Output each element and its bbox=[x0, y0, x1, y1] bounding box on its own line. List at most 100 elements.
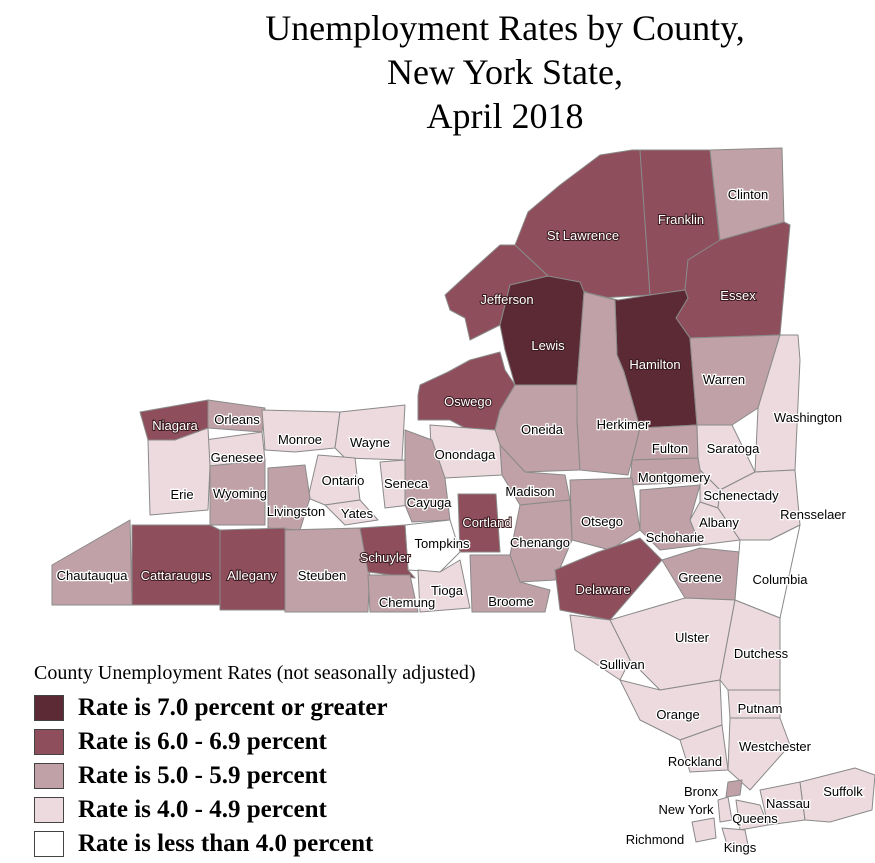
county-label-schenectady: Schenectady bbox=[703, 488, 779, 503]
county-label-hamilton: Hamilton bbox=[629, 357, 680, 372]
county-label-cattaraugus: Cattaraugus bbox=[141, 568, 212, 583]
county-warren bbox=[689, 334, 781, 426]
county-wyoming bbox=[209, 459, 266, 526]
county-label-st-lawrence: St Lawrence bbox=[547, 228, 619, 243]
county-label-steuben: Steuben bbox=[298, 568, 346, 583]
legend-label: Rate is 4.0 - 4.9 percent bbox=[78, 796, 327, 823]
county-kings bbox=[721, 827, 749, 849]
county-label-tioga: Tioga bbox=[431, 583, 464, 598]
county-label-westchester: Westchester bbox=[739, 739, 812, 754]
county-label-wayne: Wayne bbox=[350, 435, 390, 450]
county-label-suffolk: Suffolk bbox=[823, 784, 863, 799]
county-label-essex: Essex bbox=[720, 288, 756, 303]
county-label-washington: Washington bbox=[774, 410, 842, 425]
legend-swatch bbox=[34, 763, 64, 789]
legend: County Unemployment Rates (not seasonall… bbox=[34, 662, 476, 861]
county-label-cayuga: Cayuga bbox=[407, 495, 453, 510]
county-schoharie bbox=[639, 484, 701, 551]
title-line-1: Unemployment Rates by County, bbox=[265, 8, 745, 48]
county-label-orange: Orange bbox=[656, 707, 699, 722]
county-label-schuyler: Schuyler bbox=[360, 550, 411, 565]
title-line-2: New York State, bbox=[386, 52, 623, 92]
county-label-ulster: Ulster bbox=[675, 630, 710, 645]
county-label-jefferson: Jefferson bbox=[480, 292, 533, 307]
county-label-orleans: Orleans bbox=[214, 412, 260, 427]
county-label-montgomery: Montgomery bbox=[638, 470, 711, 485]
county-sullivan bbox=[569, 614, 631, 681]
county-label-oneida: Oneida bbox=[521, 422, 564, 437]
county-yates bbox=[324, 499, 379, 526]
county-schuyler bbox=[359, 524, 416, 579]
county-label-cortland: Cortland bbox=[462, 515, 511, 530]
county-label-fulton: Fulton bbox=[652, 441, 688, 456]
county-label-niagara: Niagara bbox=[152, 418, 198, 433]
county-label-ontario: Ontario bbox=[322, 473, 365, 488]
county-label-kings: Kings bbox=[724, 840, 757, 855]
county-label-madison: Madison bbox=[505, 484, 554, 499]
county-albany bbox=[689, 501, 741, 546]
county-label-rensselaer: Rensselaer bbox=[780, 507, 846, 522]
county-livingston bbox=[267, 464, 311, 531]
legend-item-5: Rate is 5.0 - 5.9 percent bbox=[34, 759, 476, 793]
county-label-saratoga: Saratoga bbox=[707, 441, 761, 456]
legend-swatch bbox=[34, 729, 64, 755]
legend-item-7-plus: Rate is 7.0 percent or greater bbox=[34, 691, 476, 725]
county-label-columbia: Columbia bbox=[753, 572, 809, 587]
title-line-3: April 2018 bbox=[426, 96, 584, 136]
county-label-seneca: Seneca bbox=[384, 476, 429, 491]
county-label-livingston: Livingston bbox=[267, 504, 326, 519]
county-label-tompkins: Tompkins bbox=[415, 536, 470, 551]
legend-label: Rate is 5.0 - 5.9 percent bbox=[78, 762, 327, 789]
county-label-broome: Broome bbox=[488, 594, 534, 609]
county-label-erie: Erie bbox=[170, 487, 193, 502]
county-label-sullivan: Sullivan bbox=[599, 657, 645, 672]
county-label-oswego: Oswego bbox=[444, 394, 492, 409]
legend-swatch bbox=[34, 831, 64, 857]
county-label-bronx: Bronx bbox=[684, 784, 718, 799]
county-label-herkimer: Herkimer bbox=[597, 417, 650, 432]
county-label-clinton: Clinton bbox=[728, 187, 768, 202]
county-label-albany: Albany bbox=[699, 515, 739, 530]
county-label-chemung: Chemung bbox=[379, 595, 435, 610]
county-chautauqua bbox=[51, 519, 133, 606]
legend-title: County Unemployment Rates (not seasonall… bbox=[34, 662, 476, 684]
legend-item-below-4: Rate is less than 4.0 percent bbox=[34, 827, 476, 861]
legend-swatch bbox=[34, 797, 64, 823]
map-title: Unemployment Rates by County, New York S… bbox=[180, 6, 830, 138]
county-cattaraugus bbox=[131, 524, 221, 606]
county-label-yates: Yates bbox=[341, 506, 374, 521]
county-label-dutchess: Dutchess bbox=[734, 646, 789, 661]
county-label-nassau: Nassau bbox=[766, 796, 810, 811]
county-new-york bbox=[717, 796, 733, 823]
county-label-new-york: New York bbox=[659, 802, 714, 817]
county-cortland bbox=[457, 493, 501, 553]
legend-swatch bbox=[34, 695, 64, 721]
county-label-genesee: Genesee bbox=[211, 450, 264, 465]
county-label-delaware: Delaware bbox=[576, 582, 631, 597]
county-columbia bbox=[734, 524, 801, 619]
county-label-rockland: Rockland bbox=[668, 754, 722, 769]
county-monroe bbox=[261, 409, 341, 453]
county-westchester bbox=[727, 717, 791, 791]
county-label-lewis: Lewis bbox=[531, 338, 565, 353]
county-label-chenango: Chenango bbox=[510, 535, 570, 550]
county-label-queens: Queens bbox=[732, 811, 778, 826]
county-tioga bbox=[417, 559, 471, 613]
legend-label: Rate is 7.0 percent or greater bbox=[78, 694, 388, 721]
county-richmond bbox=[691, 817, 717, 843]
county-label-onondaga: Onondaga bbox=[435, 447, 496, 462]
county-label-schoharie: Schoharie bbox=[646, 530, 705, 545]
county-label-warren: Warren bbox=[703, 372, 745, 387]
county-broome bbox=[469, 554, 551, 613]
county-delaware bbox=[554, 537, 663, 621]
county-label-wyoming: Wyoming bbox=[213, 486, 267, 501]
county-label-franklin: Franklin bbox=[658, 212, 704, 227]
legend-item-6: Rate is 6.0 - 6.9 percent bbox=[34, 725, 476, 759]
county-label-otsego: Otsego bbox=[581, 514, 623, 529]
county-suffolk bbox=[799, 767, 875, 823]
county-label-chautauqua: Chautauqua bbox=[57, 568, 129, 583]
county-label-greene: Greene bbox=[678, 570, 721, 585]
county-wayne bbox=[334, 404, 406, 461]
county-chemung bbox=[367, 574, 419, 613]
